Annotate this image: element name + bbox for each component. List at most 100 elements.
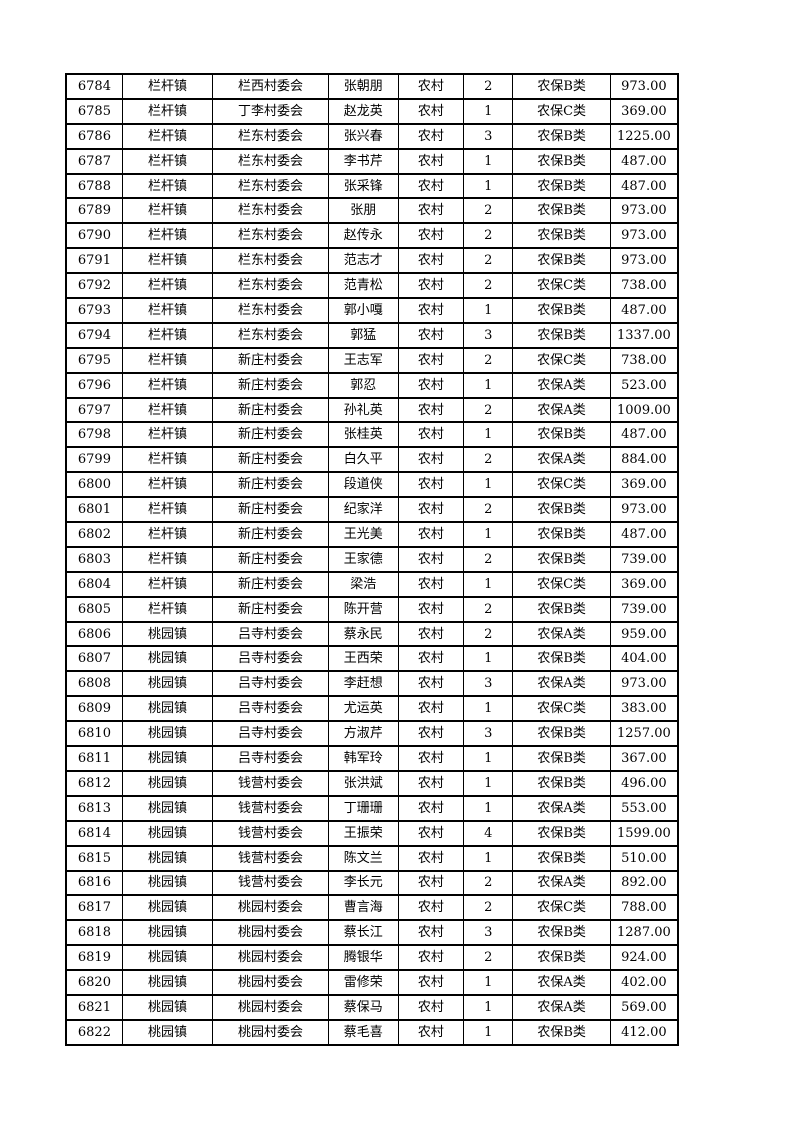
- cell-amount: 412.00: [609, 1018, 679, 1046]
- table-row: 6811 桃园镇 吕寺村委会 韩军玲 农村 1 农保B类 367.00: [65, 745, 679, 772]
- table-row: 6806 桃园镇 吕寺村委会 蔡永民 农村 2 农保A类 959.00: [65, 620, 679, 648]
- cell-insurance-category: 农保A类: [512, 993, 611, 1021]
- cell-household-type: 农村: [397, 346, 465, 374]
- cell-person: 赵龙英: [327, 97, 399, 125]
- cell-serial: 6792: [65, 272, 123, 300]
- cell-insurance-category: 农保B类: [512, 247, 611, 275]
- cell-people-count: 2: [463, 496, 514, 524]
- cell-town: 桃园镇: [121, 769, 214, 797]
- cell-household-type: 农村: [397, 97, 465, 125]
- cell-people-count: 1: [463, 570, 514, 598]
- cell-amount: 369.00: [609, 570, 679, 598]
- cell-people-count: 3: [463, 321, 514, 349]
- cell-household-type: 农村: [397, 595, 465, 623]
- cell-people-count: 4: [463, 819, 514, 847]
- cell-amount: 973.00: [609, 247, 679, 275]
- cell-serial: 6810: [65, 720, 123, 748]
- cell-person: 李赶想: [327, 670, 399, 698]
- cell-village: 栏东村委会: [212, 272, 329, 300]
- cell-village: 栏东村委会: [212, 122, 329, 150]
- cell-people-count: 1: [463, 371, 514, 399]
- cell-person: 赵传永: [327, 222, 399, 250]
- cell-insurance-category: 农保A类: [512, 620, 611, 648]
- cell-person: 曹言海: [327, 894, 399, 922]
- cell-serial: 6819: [65, 944, 123, 972]
- cell-household-type: 农村: [397, 73, 465, 100]
- cell-insurance-category: 农保B类: [512, 844, 611, 872]
- cell-person: 蔡长江: [327, 919, 399, 947]
- cell-amount: 738.00: [609, 346, 679, 374]
- cell-serial: 6797: [65, 396, 123, 424]
- cell-serial: 6788: [65, 172, 123, 200]
- cell-insurance-category: 农保B类: [512, 147, 611, 175]
- cell-serial: 6818: [65, 919, 123, 947]
- cell-amount: 739.00: [609, 545, 679, 573]
- cell-village: 栏东村委会: [212, 297, 329, 324]
- cell-serial: 6822: [65, 1018, 123, 1046]
- cell-person: 王振荣: [327, 819, 399, 847]
- cell-person: 张桂英: [327, 421, 399, 449]
- cell-town: 栏杆镇: [121, 297, 214, 324]
- cell-people-count: 2: [463, 73, 514, 100]
- cell-serial: 6787: [65, 147, 123, 175]
- cell-household-type: 农村: [397, 321, 465, 349]
- table-row: 6785 栏杆镇 丁李村委会 赵龙英 农村 1 农保C类 369.00: [65, 97, 679, 125]
- table-row: 6795 栏杆镇 新庄村委会 王志军 农村 2 农保C类 738.00: [65, 346, 679, 374]
- cell-person: 郭猛: [327, 321, 399, 349]
- cell-serial: 6791: [65, 247, 123, 275]
- cell-household-type: 农村: [397, 496, 465, 524]
- cell-serial: 6805: [65, 595, 123, 623]
- cell-town: 桃园镇: [121, 894, 214, 922]
- cell-people-count: 2: [463, 620, 514, 648]
- cell-village: 钱营村委会: [212, 844, 329, 872]
- cell-village: 新庄村委会: [212, 496, 329, 524]
- cell-town: 栏杆镇: [121, 371, 214, 399]
- cell-amount: 487.00: [609, 147, 679, 175]
- cell-insurance-category: 农保B类: [512, 197, 611, 225]
- cell-insurance-category: 农保B类: [512, 1018, 611, 1046]
- cell-town: 栏杆镇: [121, 197, 214, 225]
- cell-amount: 383.00: [609, 695, 679, 723]
- table-row: 6804 栏杆镇 新庄村委会 梁浩 农村 1 农保C类 369.00: [65, 570, 679, 598]
- cell-village: 栏西村委会: [212, 73, 329, 100]
- cell-person: 梁浩: [327, 570, 399, 598]
- cell-insurance-category: 农保A类: [512, 670, 611, 698]
- table-row: 6788 栏杆镇 栏东村委会 张采锋 农村 1 农保B类 487.00: [65, 172, 679, 200]
- cell-village: 栏东村委会: [212, 222, 329, 250]
- table-row: 6819 桃园镇 桃园村委会 腾银华 农村 2 农保B类 924.00: [65, 944, 679, 972]
- cell-town: 桃园镇: [121, 670, 214, 698]
- cell-person: 范青松: [327, 272, 399, 300]
- cell-insurance-category: 农保C类: [512, 894, 611, 922]
- cell-amount: 487.00: [609, 172, 679, 200]
- cell-insurance-category: 农保C类: [512, 346, 611, 374]
- cell-insurance-category: 农保B类: [512, 222, 611, 250]
- cell-household-type: 农村: [397, 521, 465, 548]
- cell-insurance-category: 农保B类: [512, 521, 611, 548]
- cell-town: 桃园镇: [121, 794, 214, 822]
- cell-people-count: 1: [463, 471, 514, 499]
- cell-amount: 523.00: [609, 371, 679, 399]
- cell-village: 新庄村委会: [212, 471, 329, 499]
- table-row: 6790 栏杆镇 栏东村委会 赵传永 农村 2 农保B类 973.00: [65, 222, 679, 250]
- cell-serial: 6799: [65, 446, 123, 474]
- cell-town: 栏杆镇: [121, 346, 214, 374]
- cell-village: 桃园村委会: [212, 944, 329, 972]
- cell-people-count: 2: [463, 944, 514, 972]
- cell-insurance-category: 农保A类: [512, 794, 611, 822]
- cell-town: 桃园镇: [121, 869, 214, 897]
- cell-town: 桃园镇: [121, 620, 214, 648]
- cell-amount: 402.00: [609, 969, 679, 996]
- cell-people-count: 1: [463, 695, 514, 723]
- cell-village: 桃园村委会: [212, 969, 329, 996]
- cell-household-type: 农村: [397, 769, 465, 797]
- cell-person: 腾银华: [327, 944, 399, 972]
- cell-household-type: 农村: [397, 993, 465, 1021]
- cell-insurance-category: 农保B类: [512, 769, 611, 797]
- cell-insurance-category: 农保C类: [512, 695, 611, 723]
- cell-people-count: 2: [463, 247, 514, 275]
- cell-serial: 6809: [65, 695, 123, 723]
- cell-village: 栏东村委会: [212, 147, 329, 175]
- cell-amount: 404.00: [609, 645, 679, 673]
- cell-person: 段道侠: [327, 471, 399, 499]
